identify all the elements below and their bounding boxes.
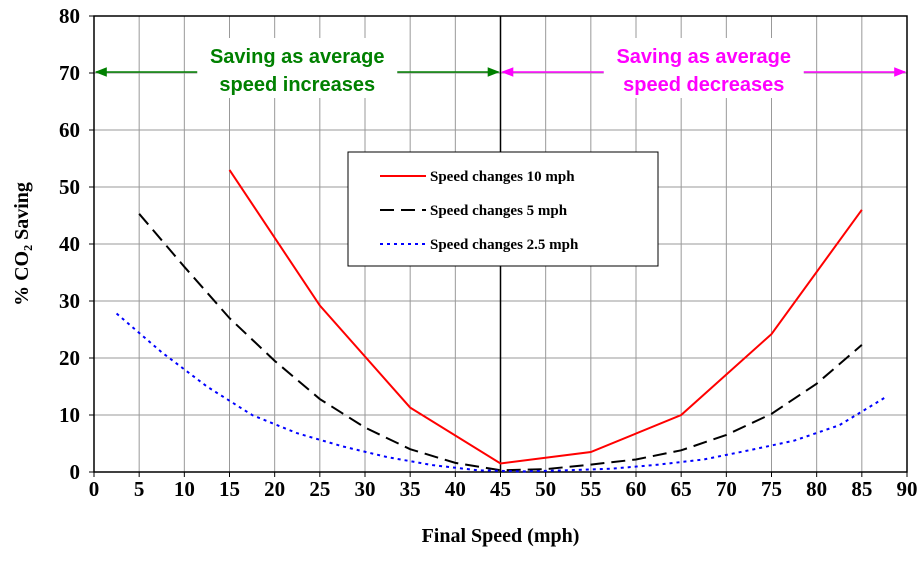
x-tick-label: 55 <box>580 477 601 501</box>
x-tick-label: 60 <box>626 477 647 501</box>
y-axis-title: % CO₂ Saving <box>11 182 33 306</box>
x-tick-label: 65 <box>671 477 692 501</box>
x-tick-label: 70 <box>716 477 737 501</box>
x-tick-label: 10 <box>174 477 195 501</box>
x-tick-label: 45 <box>490 477 511 501</box>
y-tick-label: 50 <box>59 175 80 199</box>
legend-box <box>347 151 659 267</box>
series-line <box>228 169 863 465</box>
annotation-bg <box>603 38 804 98</box>
annotation-bg <box>197 38 398 98</box>
legend-label: Speed changes 2.5 mph <box>430 237 579 253</box>
annotation-text: Saving as average <box>210 46 385 68</box>
x-tick-label: 20 <box>264 477 285 501</box>
x-tick-label: 35 <box>400 477 421 501</box>
series-line <box>138 213 863 472</box>
x-tick-label: 75 <box>761 477 782 501</box>
x-tick-label: 15 <box>219 477 240 501</box>
y-tick-label: 80 <box>59 4 80 28</box>
annotation-text: speed decreases <box>623 74 784 96</box>
y-tick-label: 30 <box>59 289 80 313</box>
legend-label: Speed changes 10 mph <box>430 169 575 185</box>
y-tick-label: 70 <box>59 61 80 85</box>
x-tick-label: 30 <box>355 477 376 501</box>
x-tick-label: 40 <box>445 477 466 501</box>
x-tick-label: 90 <box>897 477 918 501</box>
y-tick-label: 20 <box>59 346 80 370</box>
y-tick-label: 0 <box>70 460 81 484</box>
x-tick-label: 50 <box>535 477 556 501</box>
y-tick-label: 40 <box>59 232 80 256</box>
y-tick-label: 10 <box>59 403 80 427</box>
legend-label: Speed changes 5 mph <box>430 203 568 219</box>
x-tick-label: 5 <box>134 477 145 501</box>
x-tick-label: 25 <box>309 477 330 501</box>
y-tick-label: 60 <box>59 118 80 142</box>
x-tick-label: 80 <box>806 477 827 501</box>
x-tick-label: 85 <box>851 477 872 501</box>
annotation-text: Saving as average <box>616 46 791 68</box>
x-axis-title: Final Speed (mph) <box>422 525 580 547</box>
annotation-text: speed increases <box>219 74 375 96</box>
x-tick-label: 0 <box>89 477 100 501</box>
